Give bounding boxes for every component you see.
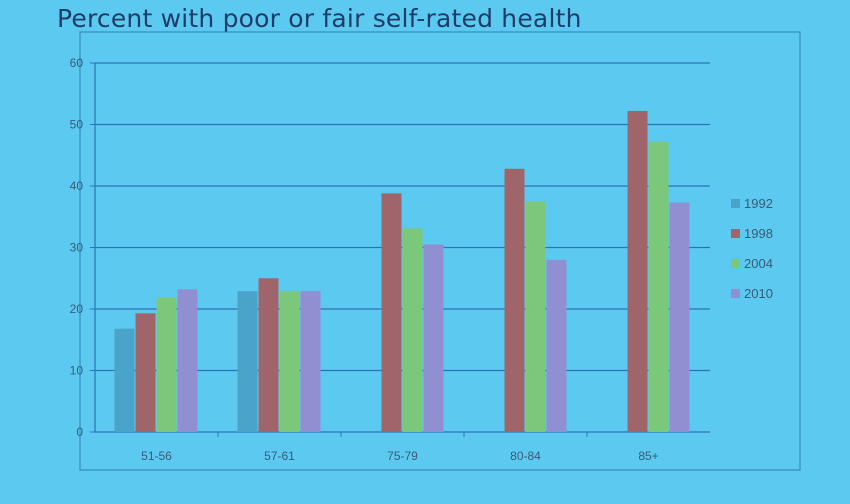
legend-label-1998: 1998	[744, 226, 773, 241]
y-tick-label: 30	[70, 241, 84, 255]
bar-1998-57-61	[258, 278, 279, 432]
bar-2004-75-79	[402, 228, 423, 432]
bar-2010-80-84	[546, 259, 567, 432]
bars	[114, 110, 690, 432]
legend-swatch-2004	[731, 259, 740, 268]
x-tick-label: 80-84	[510, 449, 541, 463]
bar-2010-85+	[669, 202, 690, 432]
x-tick-label: 57-61	[264, 449, 295, 463]
bar-1992-51-56	[114, 328, 135, 432]
bar-1998-80-84	[504, 168, 525, 432]
bar-1992-57-61	[237, 291, 258, 432]
y-tick-label: 10	[70, 364, 84, 378]
y-tick-label: 40	[70, 179, 84, 193]
bar-1998-85+	[627, 110, 648, 432]
x-axis: 51-56 57-61 75-79 80-84 85+	[141, 432, 659, 463]
y-tick-label: 20	[70, 302, 84, 316]
legend-label-2010: 2010	[744, 286, 773, 301]
bar-2004-80-84	[525, 201, 546, 432]
legend-swatch-2010	[731, 289, 740, 298]
x-tick-label: 51-56	[141, 449, 172, 463]
legend-swatch-1998	[731, 229, 740, 238]
x-tick-label: 85+	[638, 449, 658, 463]
bar-2010-57-61	[300, 291, 321, 432]
bar-2004-51-56	[156, 297, 177, 432]
y-tick-label: 50	[70, 118, 84, 132]
legend-label-2004: 2004	[744, 256, 773, 271]
legend-label-1992: 1992	[744, 196, 773, 211]
plot-frame	[79, 31, 801, 471]
legend: 1992 1998 2004 2010	[731, 196, 773, 301]
bar-2004-57-61	[279, 291, 300, 432]
y-tick-label: 60	[70, 56, 84, 70]
legend-swatch-1992	[731, 199, 740, 208]
bar-2010-75-79	[423, 244, 444, 432]
bar-2010-51-56	[177, 289, 198, 432]
x-tick-label: 75-79	[387, 449, 418, 463]
bar-1998-75-79	[381, 193, 402, 432]
chart-title: Percent with poor or fair self-rated hea…	[57, 4, 582, 33]
bar-1998-51-56	[135, 313, 156, 432]
y-tick-label: 0	[76, 425, 83, 439]
bar-2004-85+	[648, 141, 669, 432]
